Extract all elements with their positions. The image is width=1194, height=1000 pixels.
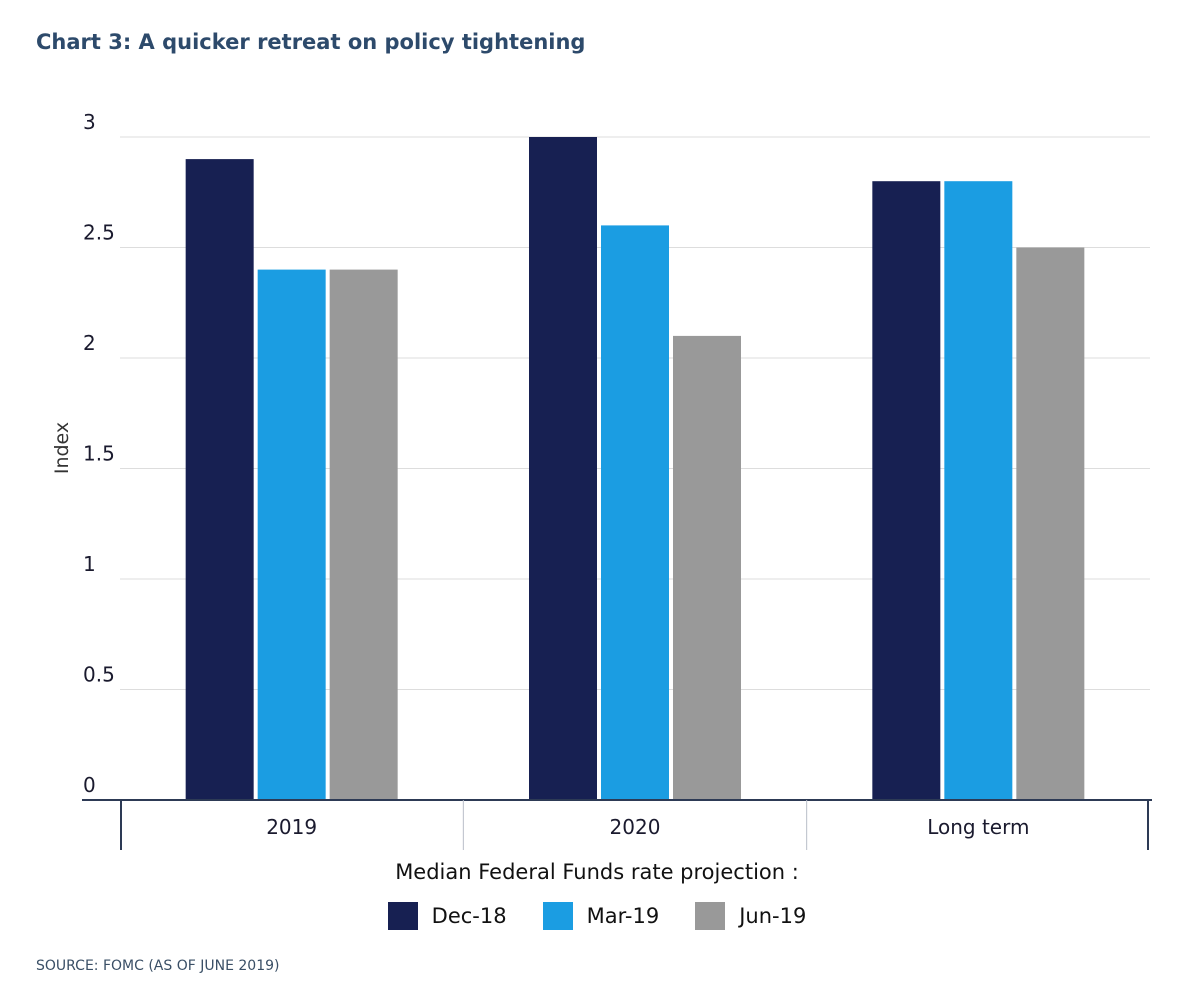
y-axis-title: Index bbox=[51, 422, 73, 474]
bar-dec-18-2020 bbox=[529, 137, 597, 800]
chart-title: Chart 3: A quicker retreat on policy tig… bbox=[36, 30, 586, 54]
legend-label: Mar-19 bbox=[586, 904, 660, 928]
bar-dec-18-2019 bbox=[185, 159, 254, 801]
source-note: SOURCE: FOMC (AS OF JUNE 2019) bbox=[36, 958, 280, 974]
legend-label: Dec-18 bbox=[431, 904, 507, 928]
bar-jun-19-long-term bbox=[1016, 247, 1085, 800]
legend-swatch bbox=[542, 902, 573, 930]
legend: Dec-18 Mar-19 Jun-19 bbox=[0, 902, 1194, 930]
x-axis-categories: 2019 2020 Long term bbox=[266, 815, 1029, 839]
bars bbox=[185, 137, 1085, 801]
x-axis bbox=[82, 799, 1152, 850]
bar-mar-19-2019 bbox=[257, 269, 326, 801]
legend-item: Jun-19 bbox=[695, 902, 806, 930]
y-tick-label: 1.5 bbox=[83, 442, 115, 466]
x-category-label: 2020 bbox=[610, 815, 661, 839]
y-tick-label: 3 bbox=[83, 110, 96, 134]
bar-jun-19-2019 bbox=[329, 269, 398, 801]
y-tick-label: 2.5 bbox=[83, 221, 115, 245]
y-tick-label: 2 bbox=[83, 331, 96, 355]
legend-item: Mar-19 bbox=[542, 902, 660, 930]
legend-label: Jun-19 bbox=[739, 904, 807, 928]
bar-jun-19-2020 bbox=[673, 335, 741, 800]
x-category-label: 2019 bbox=[266, 815, 317, 839]
y-tick-label: 1 bbox=[83, 552, 96, 576]
bar-dec-18-long-term bbox=[872, 181, 941, 800]
y-axis-ticks: 0 0.5 1 1.5 2 2.5 3 bbox=[83, 110, 115, 797]
bar-mar-19-long-term bbox=[944, 181, 1013, 800]
legend-item: Dec-18 bbox=[387, 902, 507, 930]
x-category-label: Long term bbox=[927, 815, 1029, 839]
legend-swatch bbox=[695, 902, 726, 930]
x-axis-title: Median Federal Funds rate projection : bbox=[395, 860, 799, 884]
y-tick-label: 0 bbox=[83, 773, 96, 797]
bar-mar-19-2020 bbox=[601, 225, 669, 800]
bar-chart: 0 0.5 1 1.5 2 2.5 3 2019 2020 Long term Index bbox=[51, 110, 1152, 850]
y-tick-label: 0.5 bbox=[83, 663, 115, 687]
legend-swatch bbox=[387, 902, 418, 930]
